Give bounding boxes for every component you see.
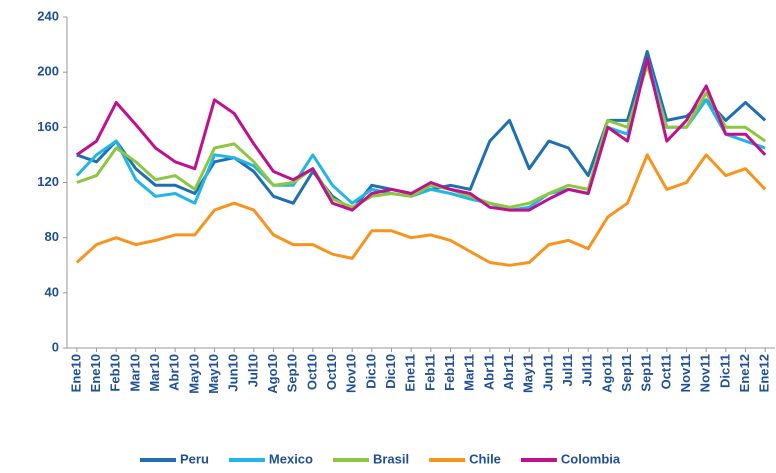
x-tick-label: Ene10 xyxy=(88,354,103,392)
y-tick-label: 120 xyxy=(37,174,59,189)
legend-label: Chile xyxy=(469,451,501,466)
x-tick-label: Abr11 xyxy=(501,354,516,390)
x-tick-label: Ene11 xyxy=(403,354,418,392)
x-tick-label: Oct10 xyxy=(304,354,319,390)
x-tick-label: Feb10 xyxy=(108,354,123,392)
legend-label: Colombia xyxy=(561,451,621,466)
x-tick-label: Mar10 xyxy=(147,354,162,392)
x-tick-label: Jun10 xyxy=(226,354,241,392)
x-tick-label: Abr10 xyxy=(167,354,182,391)
x-tick-label: Sep11 xyxy=(619,354,634,392)
x-tick-label: Sep11 xyxy=(639,354,654,392)
y-tick-label: 200 xyxy=(37,64,59,79)
x-tick-label: Nov11 xyxy=(678,354,693,392)
legend-label: Brasil xyxy=(373,451,409,466)
x-tick-label: Oct10 xyxy=(324,354,339,390)
x-tick-label: Dic10 xyxy=(383,354,398,389)
x-tick-label: Feb11 xyxy=(422,354,437,391)
x-tick-label: Feb11 xyxy=(442,354,457,391)
x-tick-label: Oct11 xyxy=(658,354,673,389)
series-line xyxy=(75,56,767,212)
x-tick-label: Mar10 xyxy=(127,354,142,392)
x-tick-label: Ene12 xyxy=(737,354,752,392)
x-tick-label: May11 xyxy=(521,354,536,393)
x-tick-label: Ago10 xyxy=(265,354,280,394)
y-tick-label: 0 xyxy=(52,339,59,354)
x-tick-label: Abr11 xyxy=(481,354,496,390)
x-tick-label: Ago11 xyxy=(599,354,614,393)
series-line xyxy=(75,153,767,267)
x-tick-label: Jun11 xyxy=(540,354,555,391)
x-tick-label: Dic10 xyxy=(363,354,378,389)
x-tick-label: May10 xyxy=(206,354,221,394)
x-tick-label: May10 xyxy=(186,354,201,394)
x-tick-label: Sep10 xyxy=(285,354,300,392)
y-tick-label: 80 xyxy=(45,229,59,244)
x-tick-label: Jul11 xyxy=(560,354,575,387)
legend-label: Peru xyxy=(180,451,209,466)
x-tick-label: Jul11 xyxy=(580,354,595,387)
legend-label: Mexico xyxy=(269,451,313,466)
x-tick-label: Nov10 xyxy=(344,354,359,393)
x-tick-label: Nov11 xyxy=(698,354,713,392)
y-tick-label: 40 xyxy=(45,284,59,299)
x-tick-label: Jul10 xyxy=(245,354,260,387)
y-tick-label: 160 xyxy=(37,119,59,134)
x-tick-label: Ene10 xyxy=(68,354,83,392)
x-tick-label: Mar11 xyxy=(462,354,477,391)
x-tick-label: Dic11 xyxy=(717,354,732,388)
y-tick-label: 240 xyxy=(37,8,59,23)
x-tick-label: Ene12 xyxy=(757,354,772,392)
